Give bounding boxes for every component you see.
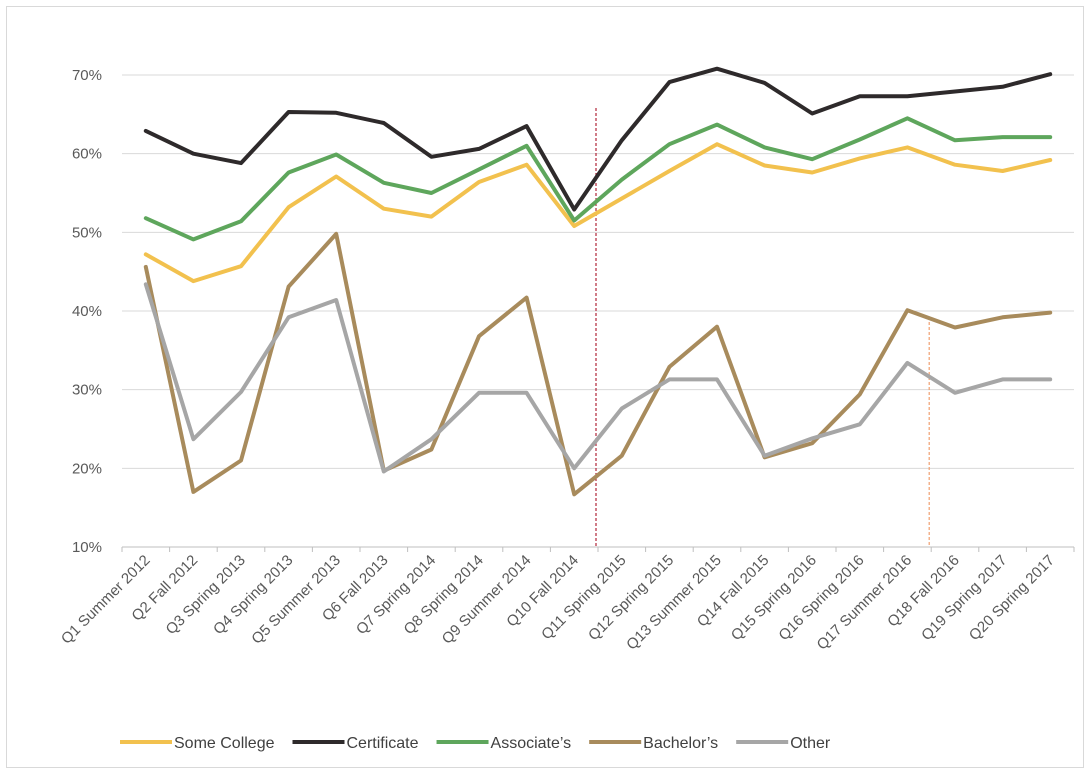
x-tick-label: Q19 Spring 2017	[918, 552, 1010, 644]
x-tick-label: Q11 Spring 2015	[538, 552, 629, 643]
y-tick-label: 50%	[72, 224, 102, 241]
x-tick-label: Q12 Spring 2015	[585, 552, 677, 644]
x-tick-label: Q15 Spring 2016	[728, 552, 820, 644]
legend-label: Bachelor’s	[643, 735, 718, 752]
chart-frame	[6, 6, 1084, 768]
legend-label: Associate’s	[491, 735, 572, 752]
legend: Some College Certificate Associate’s Bachel…	[120, 735, 831, 752]
gridlines	[122, 74, 1074, 548]
legend-label: Other	[790, 735, 831, 752]
x-tick-label: Q1 Summer 2012	[58, 552, 154, 648]
y-tick-label: 30%	[72, 382, 102, 399]
series-line	[143, 142, 1053, 284]
x-tick-label: Q9 Summer 2014	[439, 552, 535, 648]
y-tick-label: 10%	[72, 539, 102, 556]
x-tick-label: Q20 Spring 2017	[966, 552, 1058, 644]
x-tick-label: Q16 Spring 2016	[775, 552, 867, 644]
series-lines	[143, 66, 1053, 497]
y-tick-label: 60%	[72, 146, 102, 163]
series-line	[143, 66, 1053, 212]
y-tick-label: 70%	[72, 67, 102, 84]
y-axis-ticks: 10% 20% 30% 40% 50% 60% 70%	[72, 67, 102, 556]
series-line	[143, 282, 1053, 474]
x-tick-label: Q5 Summer 2013	[248, 552, 344, 648]
legend-label: Some College	[174, 735, 275, 752]
series-line	[143, 231, 1053, 497]
series-line	[143, 116, 1053, 242]
legend-label: Certificate	[347, 735, 419, 752]
vertical-markers	[595, 108, 930, 547]
y-tick-label: 40%	[72, 303, 102, 320]
y-tick-label: 20%	[72, 460, 102, 477]
